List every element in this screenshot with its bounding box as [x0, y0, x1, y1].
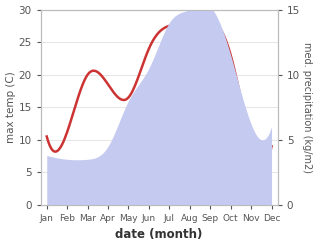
Y-axis label: med. precipitation (kg/m2): med. precipitation (kg/m2) [302, 42, 313, 173]
Y-axis label: max temp (C): max temp (C) [5, 71, 16, 143]
X-axis label: date (month): date (month) [115, 228, 203, 242]
